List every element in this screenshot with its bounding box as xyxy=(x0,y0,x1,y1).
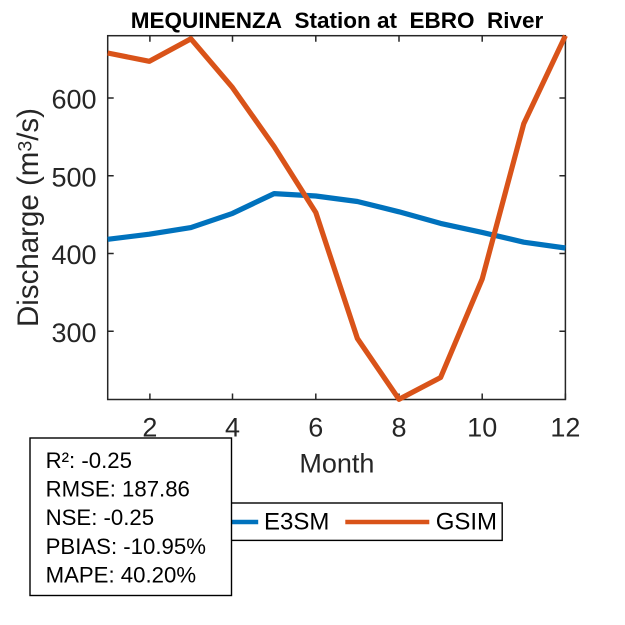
svg-text:Discharge (m3/s): Discharge (m3/s) xyxy=(12,108,45,327)
svg-text:RMSE: 187.86: RMSE: 187.86 xyxy=(46,477,190,502)
svg-text:400: 400 xyxy=(51,240,96,270)
svg-text:500: 500 xyxy=(51,162,96,192)
svg-text:PBIAS: -10.95%: PBIAS: -10.95% xyxy=(46,534,206,559)
svg-text:12: 12 xyxy=(550,412,580,442)
svg-text:R²: -0.25: R²: -0.25 xyxy=(46,448,132,473)
svg-text:600: 600 xyxy=(51,85,96,115)
svg-text:6: 6 xyxy=(308,412,323,442)
svg-text:E3SM: E3SM xyxy=(264,509,329,536)
svg-text:MEQUINENZA Station at EBRO: MEQUINENZA Station at EBRO River xyxy=(131,8,544,33)
svg-text:10: 10 xyxy=(467,412,497,442)
svg-text:8: 8 xyxy=(391,412,406,442)
svg-text:4: 4 xyxy=(225,412,240,442)
svg-text:2: 2 xyxy=(142,412,157,442)
svg-text:NSE: -0.25: NSE: -0.25 xyxy=(46,505,155,530)
svg-text:MAPE: 40.20%: MAPE: 40.20% xyxy=(46,562,196,587)
svg-text:Month: Month xyxy=(299,449,374,479)
svg-text:300: 300 xyxy=(51,318,96,348)
svg-text:GSIM: GSIM xyxy=(436,509,497,536)
